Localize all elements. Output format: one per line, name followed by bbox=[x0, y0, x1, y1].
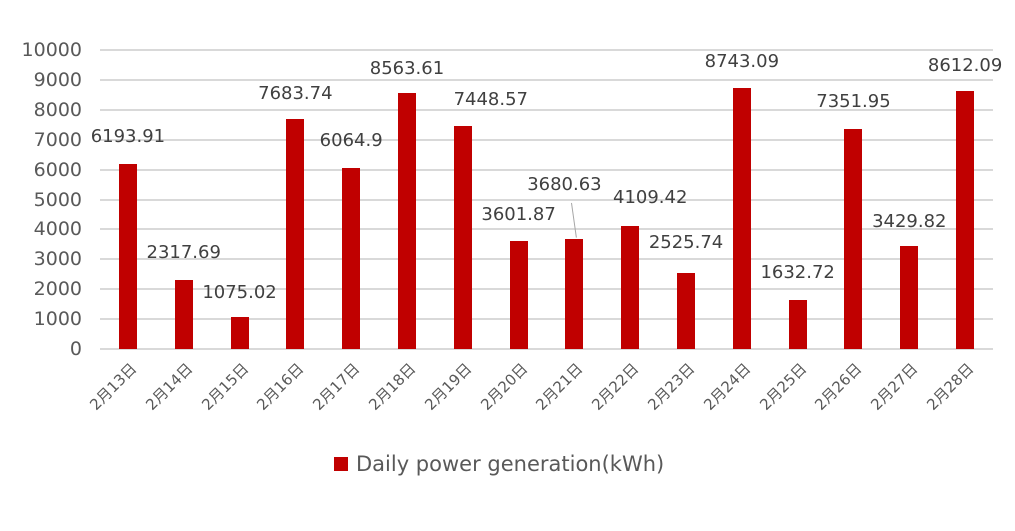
x-tick-label: 2月16日 bbox=[253, 359, 308, 414]
x-tick-label: 2月14日 bbox=[141, 359, 197, 414]
data-label: 7448.57 bbox=[453, 89, 528, 110]
x-tick-label: 2月22日 bbox=[588, 359, 643, 414]
y-tick-label: 5000 bbox=[33, 188, 82, 211]
bar bbox=[621, 226, 640, 349]
bar bbox=[788, 300, 807, 349]
x-tick-label: 2月28日 bbox=[923, 359, 978, 414]
bar bbox=[509, 241, 528, 349]
bar bbox=[118, 163, 137, 349]
gridline bbox=[100, 168, 993, 171]
data-label: 2317.69 bbox=[146, 242, 221, 263]
bar bbox=[453, 126, 472, 349]
bar bbox=[286, 119, 305, 349]
x-tick-label: 2月25日 bbox=[755, 359, 811, 414]
data-label: 8612.09 bbox=[927, 55, 1003, 76]
bar bbox=[900, 246, 919, 349]
bar bbox=[956, 91, 975, 349]
gridline bbox=[100, 258, 993, 261]
bar bbox=[677, 273, 696, 349]
data-label: 6193.91 bbox=[90, 126, 166, 147]
y-tick-label: 0 bbox=[69, 338, 82, 360]
leader-line bbox=[571, 202, 578, 238]
gridline bbox=[100, 348, 993, 350]
legend: Daily power generation(kWh) bbox=[334, 452, 664, 476]
data-label: 8743.09 bbox=[704, 51, 780, 72]
data-label: 1632.72 bbox=[760, 262, 835, 283]
bar bbox=[565, 238, 584, 349]
bar bbox=[732, 87, 751, 349]
x-tick-label: 2月19日 bbox=[420, 359, 476, 414]
gridline bbox=[100, 318, 993, 321]
y-tick-label: 10000 bbox=[21, 39, 82, 61]
bar bbox=[174, 279, 193, 349]
data-label: 8563.61 bbox=[369, 58, 445, 79]
x-tick-label: 2月26日 bbox=[811, 359, 866, 414]
x-tick-label: 2月24日 bbox=[700, 359, 755, 414]
x-tick-label: 2月27日 bbox=[867, 359, 922, 414]
bar bbox=[397, 92, 416, 349]
y-tick-label: 2000 bbox=[33, 278, 82, 301]
gridline bbox=[100, 108, 993, 111]
gridline bbox=[100, 49, 993, 51]
data-label: 3429.82 bbox=[872, 211, 947, 232]
x-tick-label: 2月15日 bbox=[197, 359, 252, 414]
gridline bbox=[100, 288, 993, 291]
y-tick-label: 9000 bbox=[33, 68, 82, 91]
x-tick-label: 2月23日 bbox=[644, 359, 699, 414]
bar bbox=[230, 316, 249, 349]
x-tick-label: 2月18日 bbox=[365, 359, 420, 414]
x-tick-label: 2月13日 bbox=[86, 359, 141, 414]
bar bbox=[342, 167, 361, 349]
data-label: 1075.02 bbox=[202, 282, 277, 303]
data-label: 7351.95 bbox=[816, 91, 891, 112]
legend-label: Daily power generation(kWh) bbox=[356, 452, 665, 476]
gridline bbox=[100, 198, 993, 201]
bar bbox=[844, 129, 863, 349]
y-tick-label: 3000 bbox=[33, 248, 82, 271]
data-label: 4109.42 bbox=[613, 187, 688, 208]
y-tick-label: 1000 bbox=[33, 308, 82, 331]
x-tick-label: 2月20日 bbox=[476, 359, 531, 414]
y-tick-label: 6000 bbox=[33, 158, 82, 181]
x-tick-label: 2月17日 bbox=[309, 359, 364, 414]
data-label: 6064.9 bbox=[319, 130, 383, 151]
y-tick-label: 8000 bbox=[33, 98, 82, 121]
legend-swatch bbox=[334, 457, 348, 471]
data-label: 3680.63 bbox=[527, 174, 602, 195]
gridline bbox=[100, 78, 993, 81]
data-label: 2525.74 bbox=[648, 232, 724, 253]
data-label: 7683.74 bbox=[258, 83, 333, 104]
data-label: 3601.87 bbox=[481, 204, 556, 225]
x-tick-label: 2月21日 bbox=[532, 359, 587, 414]
gridline bbox=[100, 228, 993, 231]
y-tick-label: 7000 bbox=[33, 128, 82, 151]
gridline bbox=[100, 138, 993, 141]
y-tick-label: 4000 bbox=[33, 218, 82, 241]
